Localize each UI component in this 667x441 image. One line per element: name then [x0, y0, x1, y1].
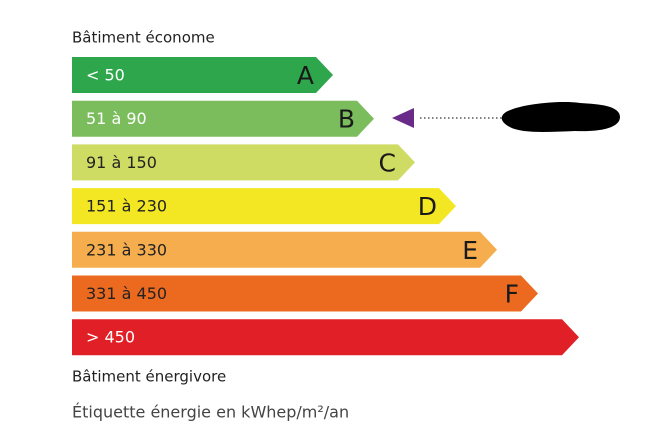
band-range: 51 à 90	[86, 109, 147, 128]
band-letter: A	[297, 61, 314, 90]
band	[72, 144, 415, 181]
pointer-arrow	[392, 108, 414, 128]
band	[72, 100, 374, 137]
band-letter: E	[462, 236, 478, 265]
band	[72, 319, 579, 356]
band-range: 231 à 330	[86, 240, 167, 259]
band-letter: F	[505, 280, 519, 309]
band-letter: C	[379, 148, 396, 177]
bottom-label: Bâtiment énergivore	[72, 368, 226, 386]
band	[72, 275, 538, 312]
footer: Étiquette énergie en kWhep/m²/an	[72, 403, 349, 422]
band-letter: D	[418, 192, 437, 221]
band-range: 331 à 450	[86, 284, 167, 303]
band-letter: B	[338, 105, 355, 134]
band	[72, 231, 497, 268]
band-range: < 50	[86, 66, 125, 85]
band-range: > 450	[86, 328, 135, 347]
band-range: 91 à 150	[86, 153, 157, 172]
redacted	[501, 102, 620, 132]
top-label: Bâtiment économe	[72, 29, 215, 47]
band	[72, 188, 456, 225]
band	[72, 57, 333, 93]
band-range: 151 à 230	[86, 197, 167, 216]
